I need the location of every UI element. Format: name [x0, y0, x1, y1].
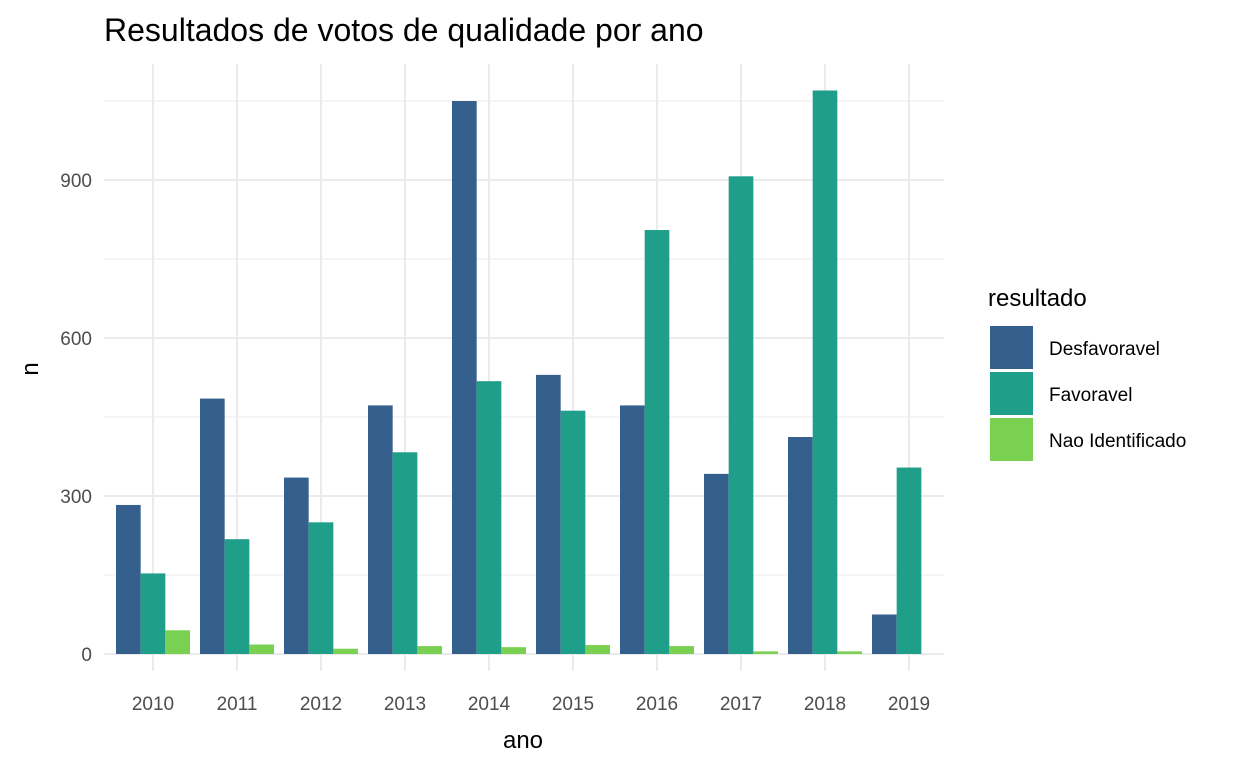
y-tick-label: 600 — [60, 329, 92, 350]
legend-title: resultado — [988, 285, 1087, 312]
bar — [536, 374, 561, 654]
bar — [249, 644, 274, 654]
x-tick-label: 2017 — [720, 694, 762, 715]
y-tick-label: 300 — [60, 487, 92, 508]
bar — [476, 381, 502, 654]
chart-title: Resultados de votos de qualidade por ano — [104, 12, 704, 48]
y-tick-labels: 0 300 600 900 — [60, 171, 92, 666]
bar — [560, 410, 586, 654]
y-tick-label: 0 — [81, 645, 92, 666]
bar — [284, 477, 309, 654]
bar — [368, 405, 393, 654]
bar — [165, 630, 190, 654]
bar — [333, 648, 358, 654]
bar — [116, 504, 141, 654]
x-tick-label: 2013 — [384, 694, 426, 715]
x-tick-label: 2016 — [636, 694, 678, 715]
bar — [620, 405, 645, 654]
x-tick-label: 2010 — [132, 694, 174, 715]
legend-swatch — [990, 326, 1033, 369]
y-tick-label: 900 — [60, 171, 92, 192]
bar — [140, 573, 166, 654]
bar — [200, 398, 225, 654]
bar — [896, 467, 922, 654]
bar — [872, 614, 897, 654]
bar — [788, 437, 813, 654]
bars — [116, 90, 922, 655]
x-tick-label: 2015 — [552, 694, 594, 715]
x-tick-label: 2012 — [300, 694, 342, 715]
x-tick-label: 2011 — [217, 694, 258, 715]
bar — [308, 522, 334, 654]
x-tick-label: 2019 — [888, 694, 930, 715]
legend-swatch — [990, 372, 1033, 415]
x-tick-label: 2014 — [468, 694, 511, 715]
x-axis-title: ano — [503, 727, 543, 754]
legend-label: Desfavoravel — [1049, 339, 1160, 360]
bar — [644, 230, 670, 655]
bar — [224, 539, 250, 654]
legend-label: Nao Identificado — [1049, 431, 1186, 452]
bar — [753, 651, 778, 654]
bar — [501, 647, 526, 654]
bar — [728, 176, 754, 654]
bar — [392, 452, 418, 654]
bar — [669, 646, 694, 654]
bar — [704, 473, 729, 654]
y-axis-title: n — [17, 362, 44, 375]
bar — [812, 90, 838, 654]
x-tick-label: 2018 — [804, 694, 846, 715]
legend-label: Favoravel — [1049, 385, 1132, 406]
bar — [585, 645, 610, 654]
legend: resultado Desfavoravel Favoravel Nao Ident… — [988, 285, 1186, 461]
x-tick-labels: 2010 2011 2012 2013 2014 2015 2016 2017 2018 2019 — [132, 694, 930, 715]
bar — [417, 646, 442, 654]
bar — [837, 651, 862, 654]
legend-swatch — [990, 418, 1033, 461]
bar — [452, 101, 477, 654]
